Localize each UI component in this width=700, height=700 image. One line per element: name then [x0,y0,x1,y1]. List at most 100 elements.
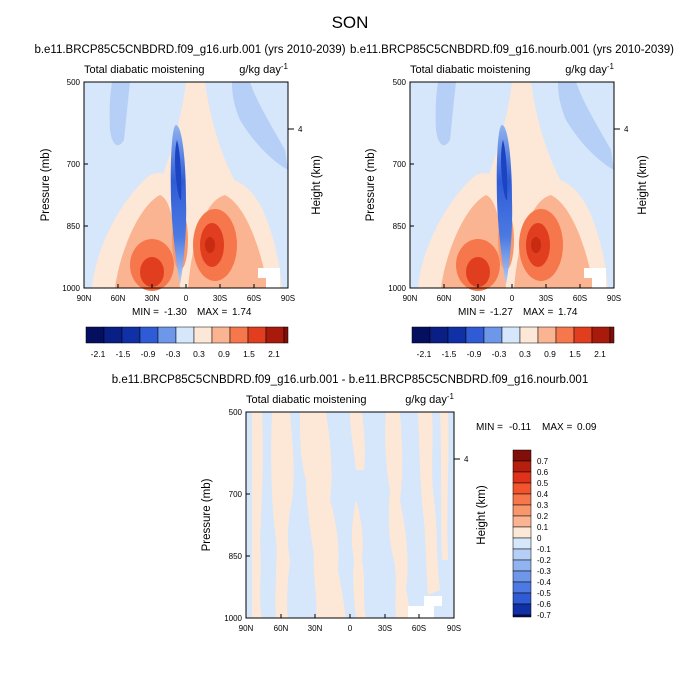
x-tick-label: 30N [145,294,160,303]
x-tick-label: 0 [510,294,515,303]
x-tick: 90S [281,284,295,303]
y-tick: 1000 [62,284,88,293]
colorbar-label: 0.9 [218,349,230,359]
x-tick: 0 [510,284,515,303]
y-tick-label: 850 [229,552,243,561]
max-value: 1.74 [232,307,252,318]
missing-patch-2 [592,276,606,288]
min-value: -1.27 [490,307,513,318]
colorbar-label: -0.4 [537,578,551,587]
y-tick-label: 850 [67,222,81,231]
colorbar-box [483,326,503,344]
colorbar-box [512,614,532,618]
panel-left-string: Total diabatic moistening [246,394,366,406]
x-tick-label: 90N [77,294,92,303]
colorbar-box [175,326,195,344]
colorbar-label: -0.9 [467,349,482,359]
colorbar: -2.1 -1.5 -0.9 -0.3 0.3 0.9 1.5 2.1 [411,326,615,359]
min-max-readout: MIN = -1.30 MAX = 1.74 [132,307,252,318]
y-tick-label: 500 [229,408,243,417]
y2-tick-label: 4 [624,125,629,134]
colorbar-box [591,326,611,344]
colorbar-label: -0.7 [537,611,551,620]
positive-region [271,412,294,618]
colorbar-label: -0.6 [537,600,551,609]
units-text: g/kg day [565,64,607,76]
x-axis: 90N 60N 30N 0 30S 60S 90S [77,284,295,303]
min-label: MIN = [458,307,485,318]
colorbar-label: -0.3 [166,349,181,359]
colorbar-label: 0.2 [537,512,549,521]
panel-difference: b.e11.BRCP85C5CNBDRD.f09_g16.urb.001 - b… [112,374,597,633]
min-value: -1.30 [164,307,187,318]
y2-axis-label: Height (km) [311,155,323,215]
min-value: -0.11 [509,422,531,433]
x-tick-label: 30S [213,294,227,303]
units-text: g/kg day [405,394,447,406]
x-tick: 90N [403,284,418,303]
y2-axis: 4 Height (km) [454,455,488,545]
colorbar-box [512,603,532,616]
colorbar-box [609,326,615,344]
x-tick-label: 90S [447,624,461,633]
y-tick: 700 [393,160,414,169]
panel-left-string: Total diabatic moistening [84,64,204,76]
page-title: SON [332,13,369,32]
contour-field [410,82,614,291]
colorbar-box [519,326,539,344]
panel-title: b.e11.BRCP85C5CNBDRD.f09_g16.nourb.001 (… [350,44,674,56]
negative-region-right [232,82,288,170]
max-value: 0.09 [577,422,597,433]
colorbar-box [573,326,593,344]
colorbar-box [512,449,532,462]
panel-units: g/kg day-1 [405,392,454,406]
y-tick-label: 1000 [224,614,242,623]
max-label: MAX = [197,307,227,318]
x-tick-label: 30N [308,624,323,633]
panel-urb: b.e11.BRCP85C5CNBDRD.f09_g16.urb.001 (yr… [34,44,345,359]
y-tick: 700 [229,490,250,499]
x-tick: 30N [308,614,323,633]
colorbar-box [512,581,532,594]
max-label: MAX = [542,422,572,433]
colorbar-label: 0.9 [544,349,556,359]
x-tick-label: 90N [403,294,418,303]
x-tick: 30N [471,284,486,303]
colorbar-box [211,326,231,344]
colorbar-label: 0 [537,534,542,543]
colorbar-box [512,537,532,550]
colorbar-box [512,592,532,605]
x-tick-label: 90S [607,294,621,303]
x-tick: 60S [573,284,587,303]
y-tick-label: 700 [229,490,243,499]
panel-units: g/kg day-1 [239,62,288,76]
colorbar-label: 1.5 [243,349,255,359]
colorbar-label: 0.7 [537,457,549,466]
min-max-readout: MIN = -0.11 MAX = 0.09 [476,422,597,433]
colorbar-box [411,326,431,344]
colorbar-box [512,482,532,495]
colorbar-label: -2.1 [91,349,106,359]
positive-region [252,412,263,618]
colorbar-label: -1.5 [116,349,131,359]
y-tick-label: 500 [393,78,407,87]
x-tick-label: 30S [378,624,392,633]
y-tick-label: 500 [67,78,81,87]
colorbar-box [512,548,532,561]
colorbar-label: 0.6 [537,468,549,477]
y-tick-label: 700 [393,160,407,169]
missing-patch [258,268,280,278]
colorbar-box [121,326,141,344]
colorbar-label: -0.3 [537,567,551,576]
y2-tick-label: 4 [464,455,469,464]
positive-region [418,412,440,595]
positive-max-north-inner [140,257,164,287]
positive-region [440,412,449,560]
y-axis: Pressure (mb) 500 700 850 1000 [365,78,414,293]
missing-patch [424,596,442,606]
colorbar: -2.1 -1.5 -0.9 -0.3 0.3 0.9 1.5 2.1 [85,326,289,359]
colorbar-label: 0.3 [193,349,205,359]
x-tick-label: 0 [348,624,353,633]
colorbar-box [512,471,532,484]
